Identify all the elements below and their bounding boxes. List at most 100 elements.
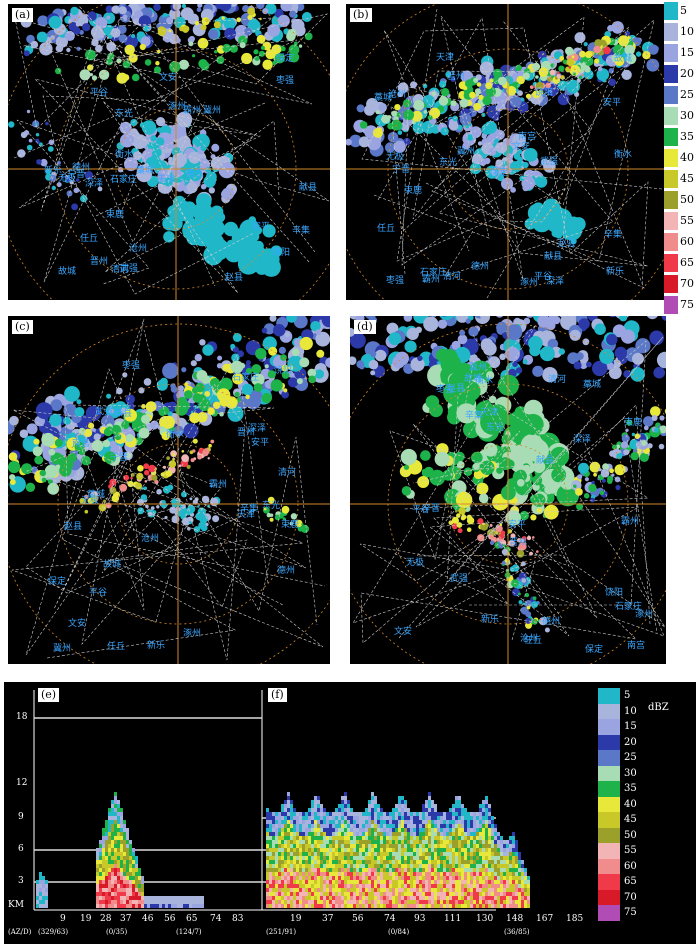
echo-cell bbox=[494, 848, 497, 852]
echo-cell bbox=[290, 896, 293, 900]
echo-cell bbox=[502, 549, 508, 555]
echo-cell bbox=[452, 832, 455, 836]
echo-cell bbox=[622, 434, 630, 442]
echo-cell bbox=[114, 832, 117, 836]
echo-cell bbox=[126, 848, 129, 852]
echo-cell bbox=[278, 892, 281, 896]
echo-cell bbox=[449, 860, 452, 864]
echo-cell bbox=[515, 872, 518, 876]
echo-cell bbox=[45, 896, 48, 900]
echo-cell bbox=[198, 896, 201, 900]
echo-cell bbox=[371, 812, 374, 816]
echo-cell bbox=[386, 872, 389, 876]
echo-cell bbox=[362, 836, 365, 840]
echo-cell bbox=[443, 880, 446, 884]
echo-cell bbox=[392, 820, 395, 824]
echo-cell bbox=[111, 832, 114, 836]
echo-cell bbox=[362, 892, 365, 896]
echo-cell bbox=[126, 880, 129, 884]
echo-cell bbox=[488, 816, 491, 820]
echo-cell bbox=[350, 844, 353, 848]
echo-cell bbox=[449, 832, 452, 836]
echo-cell bbox=[338, 836, 341, 840]
echo-cell bbox=[440, 888, 443, 892]
echo-cell bbox=[485, 828, 488, 832]
echo-cell bbox=[287, 896, 290, 900]
echo-cell bbox=[494, 836, 497, 840]
echo-cell bbox=[350, 876, 353, 880]
echo-cell bbox=[523, 414, 544, 435]
legend-value: 5 bbox=[680, 4, 687, 17]
echo-cell bbox=[585, 66, 591, 72]
echo-cell bbox=[314, 892, 317, 896]
echo-cell bbox=[476, 844, 479, 848]
echo-cell bbox=[649, 331, 664, 346]
echo-cell bbox=[296, 812, 299, 816]
echo-cell bbox=[314, 812, 317, 816]
echo-cell bbox=[455, 816, 458, 820]
echo-cell bbox=[296, 836, 299, 840]
echo-cell bbox=[123, 828, 126, 832]
echo-cell bbox=[224, 28, 236, 40]
echo-cell bbox=[114, 836, 117, 840]
echo-cell bbox=[478, 95, 483, 100]
echo-cell bbox=[422, 896, 425, 900]
echo-cell bbox=[117, 828, 120, 832]
echo-cell bbox=[419, 860, 422, 864]
echo-cell bbox=[392, 856, 395, 860]
echo-cell bbox=[440, 904, 443, 908]
echo-cell bbox=[108, 904, 111, 908]
echo-cell bbox=[368, 892, 371, 896]
echo-cell bbox=[485, 900, 488, 904]
echo-cell bbox=[583, 338, 590, 345]
echo-cell bbox=[404, 900, 407, 904]
echo-cell bbox=[422, 836, 425, 840]
legend-value: 10 bbox=[680, 25, 694, 38]
echo-cell bbox=[362, 868, 365, 872]
echo-cell bbox=[464, 832, 467, 836]
echo-cell bbox=[117, 892, 120, 896]
echo-cell bbox=[422, 872, 425, 876]
echo-cell bbox=[114, 796, 117, 800]
city-label: 沧州 bbox=[141, 531, 159, 544]
echo-cell bbox=[404, 824, 407, 828]
echo-cell bbox=[515, 880, 518, 884]
echo-cell bbox=[506, 876, 509, 880]
echo-cell bbox=[356, 872, 359, 876]
echo-cell bbox=[311, 828, 314, 832]
echo-cell bbox=[329, 880, 332, 884]
echo-cell bbox=[446, 876, 449, 880]
echo-cell bbox=[440, 844, 443, 848]
echo-cell bbox=[96, 864, 99, 868]
echo-cell bbox=[395, 848, 398, 852]
echo-cell bbox=[374, 824, 377, 828]
echo-cell bbox=[527, 876, 530, 880]
echo-cell bbox=[132, 900, 135, 904]
echo-cell bbox=[446, 864, 449, 868]
echo-cell bbox=[326, 828, 329, 832]
echo-cell bbox=[108, 840, 111, 844]
city-label: 霸州 bbox=[422, 272, 440, 285]
echo-cell bbox=[350, 356, 357, 365]
echo-cell bbox=[407, 820, 410, 824]
echo-cell bbox=[515, 848, 518, 852]
echo-cell bbox=[398, 800, 401, 804]
echo-cell bbox=[110, 441, 117, 448]
echo-cell bbox=[497, 884, 500, 888]
echo-cell bbox=[341, 900, 344, 904]
echo-cell bbox=[314, 864, 317, 868]
echo-cell bbox=[479, 904, 482, 908]
echo-cell bbox=[99, 900, 102, 904]
echo-cell bbox=[178, 385, 184, 391]
echo-cell bbox=[431, 804, 434, 808]
echo-cell bbox=[290, 820, 293, 824]
echo-cell bbox=[437, 848, 440, 852]
echo-cell bbox=[371, 888, 374, 892]
echo-cell bbox=[299, 852, 302, 856]
echo-cell bbox=[290, 824, 293, 828]
echo-cell bbox=[521, 900, 524, 904]
echo-cell bbox=[389, 856, 392, 860]
echo-cell bbox=[383, 892, 386, 896]
echo-cell bbox=[488, 824, 491, 828]
echo-cell bbox=[434, 844, 437, 848]
